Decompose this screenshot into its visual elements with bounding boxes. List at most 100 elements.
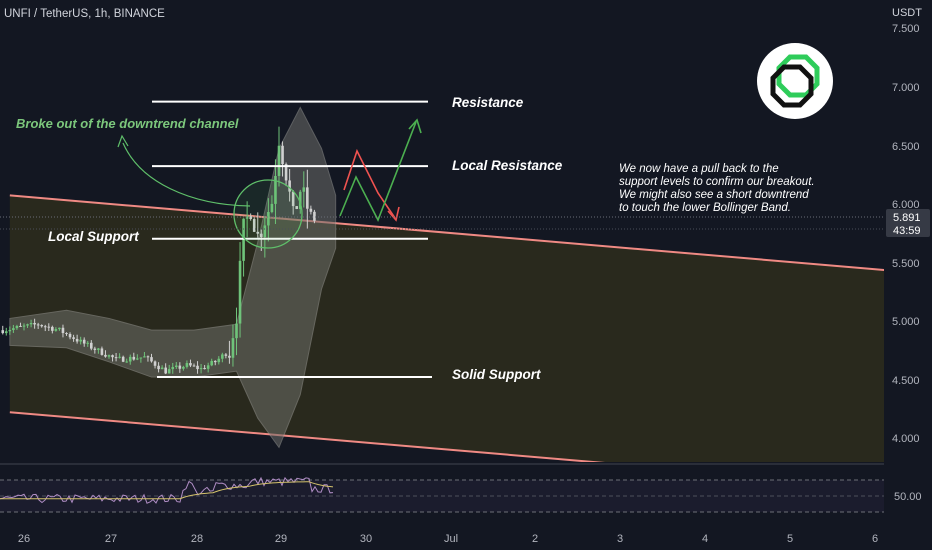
candle-down[interactable] (224, 354, 228, 356)
last-price-badge[interactable] (886, 209, 930, 237)
candle-down[interactable] (178, 365, 182, 369)
candle-down[interactable] (249, 216, 252, 220)
candle-up[interactable] (125, 361, 129, 363)
candle-up[interactable] (128, 356, 132, 362)
candle-down[interactable] (189, 363, 192, 366)
candle-up[interactable] (174, 365, 178, 367)
candle-down[interactable] (153, 361, 157, 366)
candle-down[interactable] (1, 330, 5, 334)
candle-down[interactable] (36, 324, 40, 326)
candle-up[interactable] (302, 187, 306, 192)
candle-down[interactable] (164, 367, 167, 374)
rsi-pane[interactable]: 50.00 (0, 476, 922, 513)
candle-up[interactable] (54, 329, 58, 331)
candle-up[interactable] (298, 191, 302, 209)
channel-lower-line[interactable] (9, 411, 903, 488)
candle-up[interactable] (171, 366, 175, 370)
candle-up[interactable] (217, 358, 221, 363)
candle-down[interactable] (295, 206, 299, 209)
candle-down[interactable] (61, 327, 65, 334)
candle-down[interactable] (132, 356, 136, 360)
candle-down[interactable] (146, 356, 150, 358)
candle-up[interactable] (231, 338, 235, 358)
candle-down[interactable] (43, 326, 47, 328)
candle-up[interactable] (4, 331, 8, 334)
candle-down[interactable] (284, 164, 288, 181)
candle-down[interactable] (281, 145, 284, 165)
candle-down[interactable] (150, 357, 153, 362)
candle-up[interactable] (242, 218, 245, 261)
candle-up[interactable] (182, 366, 185, 369)
candle-down[interactable] (196, 365, 199, 370)
candle-up[interactable] (79, 339, 82, 342)
candle-down[interactable] (111, 355, 114, 358)
candle-up[interactable] (238, 260, 242, 324)
channel-upper-line[interactable] (9, 194, 903, 271)
candle-up[interactable] (267, 212, 270, 226)
candle-up[interactable] (199, 368, 203, 370)
price-axis[interactable]: USDT 7.500 7.000 6.500 6.000 5.500 5.000… (886, 7, 930, 445)
candle-up[interactable] (118, 356, 121, 358)
candle-down[interactable] (93, 348, 97, 350)
candle-up[interactable] (274, 175, 277, 204)
time-axis[interactable]: 26 27 28 29 30 Jul 2 3 4 5 6 (18, 533, 878, 545)
candle-up[interactable] (160, 367, 164, 370)
scenario-green-path[interactable] (339, 121, 417, 222)
candle-down[interactable] (213, 360, 217, 363)
candle-down[interactable] (192, 365, 196, 367)
candle-up[interactable] (263, 225, 267, 238)
candle-down[interactable] (19, 325, 22, 327)
candle-up[interactable] (86, 342, 90, 344)
candle-up[interactable] (107, 355, 111, 357)
candle-up[interactable] (139, 357, 143, 359)
candle-down[interactable] (203, 368, 206, 370)
candle-down[interactable] (89, 342, 93, 349)
candle-down[interactable] (256, 231, 260, 234)
candle-down[interactable] (100, 348, 104, 355)
candle-down[interactable] (51, 326, 54, 331)
candle-down[interactable] (75, 338, 79, 342)
candle-down[interactable] (68, 333, 72, 338)
candle-down[interactable] (47, 326, 51, 328)
candle-up[interactable] (8, 329, 12, 332)
candle-up[interactable] (12, 328, 15, 330)
candle-up[interactable] (245, 216, 249, 219)
candle-up[interactable] (206, 365, 210, 369)
breakout-curve-arrow[interactable] (122, 142, 251, 207)
candle-down[interactable] (291, 191, 295, 207)
candle-up[interactable] (235, 323, 238, 339)
candle-down[interactable] (157, 365, 160, 370)
candle-down[interactable] (104, 354, 107, 357)
candle-down[interactable] (72, 337, 75, 339)
candle-up[interactable] (29, 322, 33, 325)
scenario-red-path[interactable] (343, 148, 396, 219)
candle-up[interactable] (136, 358, 139, 360)
candle-down[interactable] (228, 355, 231, 358)
candle-up[interactable] (22, 325, 26, 327)
candle-up[interactable] (185, 363, 189, 367)
candle-down[interactable] (33, 322, 36, 325)
candle-up[interactable] (277, 145, 281, 176)
candle-down[interactable] (121, 356, 125, 362)
candle-up[interactable] (15, 325, 19, 329)
candle-up[interactable] (26, 324, 29, 326)
candle-up[interactable] (167, 369, 171, 374)
candle-down[interactable] (306, 187, 309, 209)
candle-down[interactable] (288, 180, 291, 192)
candle-down[interactable] (82, 339, 86, 344)
candle-up[interactable] (97, 348, 100, 350)
candle-down[interactable] (252, 219, 256, 232)
candle-down[interactable] (65, 333, 68, 335)
breakout-circle[interactable] (233, 179, 303, 249)
candle-down[interactable] (40, 325, 44, 327)
candle-up[interactable] (270, 203, 274, 213)
candle-up[interactable] (58, 327, 61, 330)
candle-up[interactable] (210, 360, 214, 366)
candle-down[interactable] (259, 233, 263, 238)
candle-down[interactable] (114, 357, 118, 359)
candle-up[interactable] (221, 354, 224, 359)
symbol-header[interactable]: UNFI / TetherUS, 1h, BINANCE (4, 8, 165, 20)
candle-down[interactable] (309, 208, 313, 212)
candle-down[interactable] (313, 211, 316, 221)
